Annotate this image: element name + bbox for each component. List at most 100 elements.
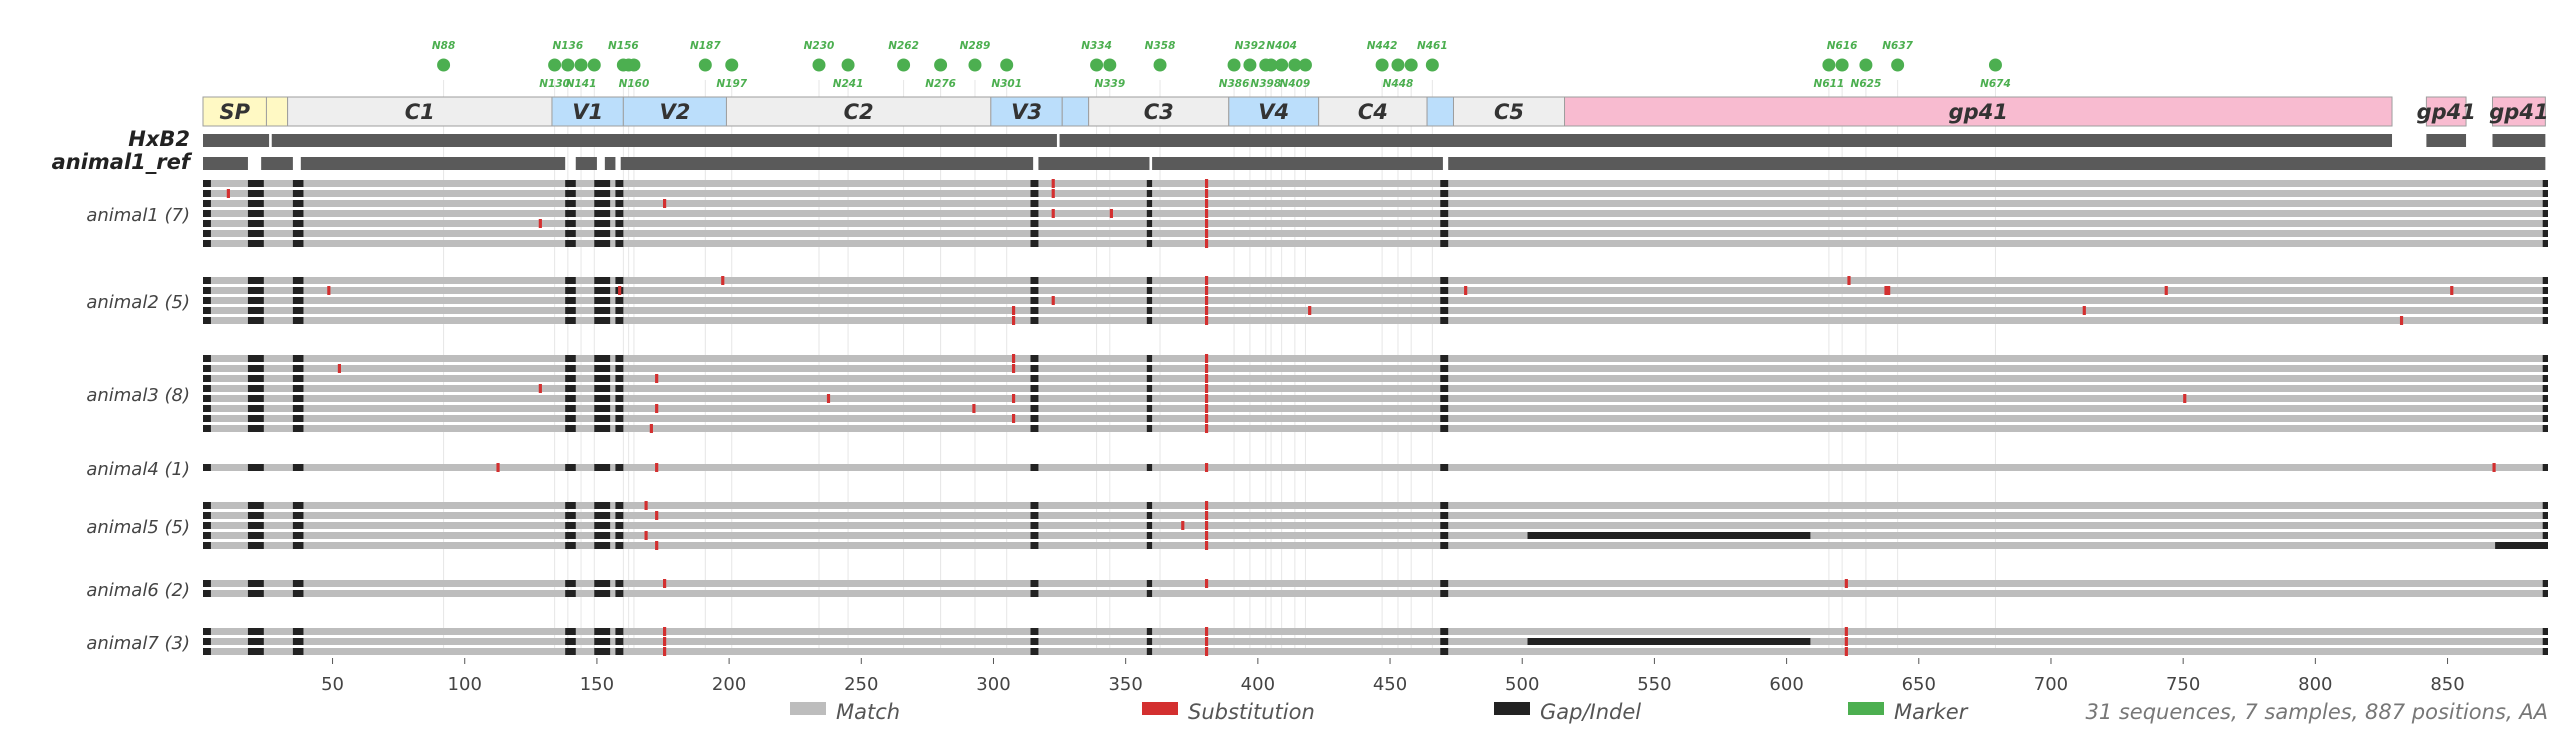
gap-column xyxy=(292,522,304,529)
legend-swatch xyxy=(1848,702,1884,715)
x-tick-label: 200 xyxy=(712,674,746,695)
gap-column xyxy=(1146,385,1153,392)
substitution-mark xyxy=(1887,286,1891,295)
x-tick-label: 150 xyxy=(580,674,614,695)
gap-column xyxy=(565,220,576,227)
marker-dot xyxy=(1264,58,1278,72)
marker-dot xyxy=(1859,58,1873,72)
gap-column xyxy=(1030,277,1039,284)
region-label: C3 xyxy=(1144,100,1174,124)
substitution-mark xyxy=(1011,394,1016,403)
reference-segment xyxy=(203,157,248,170)
gap-column xyxy=(1030,512,1039,519)
substitution-mark xyxy=(1844,627,1848,636)
gap-column xyxy=(594,180,611,187)
marker-dot xyxy=(1227,58,1241,72)
gap-column xyxy=(565,512,576,519)
substitution-mark xyxy=(2082,306,2086,315)
gap-column xyxy=(247,542,264,549)
gap-column xyxy=(1146,542,1153,549)
sample-label: animal7 (3) xyxy=(86,633,190,654)
gap-column xyxy=(203,425,211,432)
gap-column xyxy=(1440,210,1449,217)
gap-column xyxy=(2542,395,2548,402)
gap-column xyxy=(1440,355,1449,362)
gap-column xyxy=(1146,580,1153,587)
gap-column xyxy=(292,385,304,392)
substitution-mark xyxy=(1204,364,1209,373)
sequence-row xyxy=(203,190,2548,197)
region-box xyxy=(1061,96,1090,127)
legend-label: Match xyxy=(836,700,900,724)
gap-column xyxy=(594,648,611,655)
gap-column xyxy=(203,638,211,645)
gap-column xyxy=(247,317,264,324)
marker-label: N358 xyxy=(1145,40,1176,52)
region-box xyxy=(2425,96,2467,127)
gap-column xyxy=(203,190,211,197)
substitution-mark xyxy=(1204,463,1209,472)
marker-label: N301 xyxy=(991,78,1022,90)
reference-segment xyxy=(1038,157,1150,170)
substitution-mark xyxy=(1204,521,1209,530)
gap-column xyxy=(2542,180,2548,187)
gap-column xyxy=(594,385,611,392)
gap-column xyxy=(247,590,264,597)
gap-column xyxy=(2542,502,2548,509)
gap-column xyxy=(1030,405,1039,412)
marker-dot xyxy=(561,58,575,72)
gap-column xyxy=(565,365,576,372)
gap-column xyxy=(2542,220,2548,227)
gap-column xyxy=(247,180,264,187)
marker-label: N339 xyxy=(1094,78,1125,90)
gap-column xyxy=(2542,230,2548,237)
sequence-row xyxy=(203,638,2548,645)
marker-label: N674 xyxy=(1980,78,2011,90)
gap-column xyxy=(615,297,624,304)
substitution-mark xyxy=(1204,404,1209,413)
sequence-row xyxy=(203,385,2548,392)
gap-column xyxy=(1030,532,1039,539)
gap-column xyxy=(203,405,211,412)
substitution-mark xyxy=(663,579,667,588)
substitution-mark xyxy=(1464,286,1468,295)
marker-dot xyxy=(812,58,826,72)
region-box xyxy=(622,96,727,127)
gap-column xyxy=(2542,385,2548,392)
gap-column xyxy=(203,365,211,372)
gap-column xyxy=(247,220,264,227)
x-tick-label: 100 xyxy=(448,674,482,695)
legend-label: Gap/Indel xyxy=(1540,700,1641,724)
gap-column xyxy=(1146,395,1153,402)
gap-column xyxy=(2542,512,2548,519)
gap-column xyxy=(1440,277,1449,284)
gap-column xyxy=(1146,522,1153,529)
marker-dot xyxy=(934,58,948,72)
gap-column xyxy=(615,464,624,471)
gap-column xyxy=(615,220,624,227)
substitution-mark xyxy=(327,286,331,295)
gap-column xyxy=(1030,502,1039,509)
gap-column xyxy=(594,375,611,382)
substitution-mark xyxy=(1844,637,1848,646)
gap-column xyxy=(203,522,211,529)
gap-column xyxy=(565,532,576,539)
substitution-mark xyxy=(663,647,667,656)
sequence-row xyxy=(203,502,2548,509)
gap-column xyxy=(565,240,576,247)
sequence-row xyxy=(203,648,2548,655)
substitution-mark xyxy=(1204,239,1209,248)
region-box xyxy=(725,96,992,127)
gap-column xyxy=(615,425,624,432)
region-box xyxy=(1564,96,2393,127)
gap-column xyxy=(615,580,624,587)
gap-column xyxy=(292,297,304,304)
gap-column xyxy=(203,220,211,227)
region-label: gp41 xyxy=(2489,100,2548,124)
marker-dot xyxy=(548,58,562,72)
indel-block xyxy=(1527,638,1811,645)
gap-column xyxy=(565,522,576,529)
marker-dot xyxy=(1822,58,1836,72)
gap-column xyxy=(594,200,611,207)
substitution-mark xyxy=(655,463,659,472)
